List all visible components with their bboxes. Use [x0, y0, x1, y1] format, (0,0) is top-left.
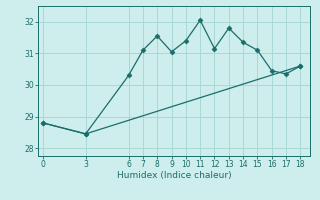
X-axis label: Humidex (Indice chaleur): Humidex (Indice chaleur) [117, 171, 232, 180]
